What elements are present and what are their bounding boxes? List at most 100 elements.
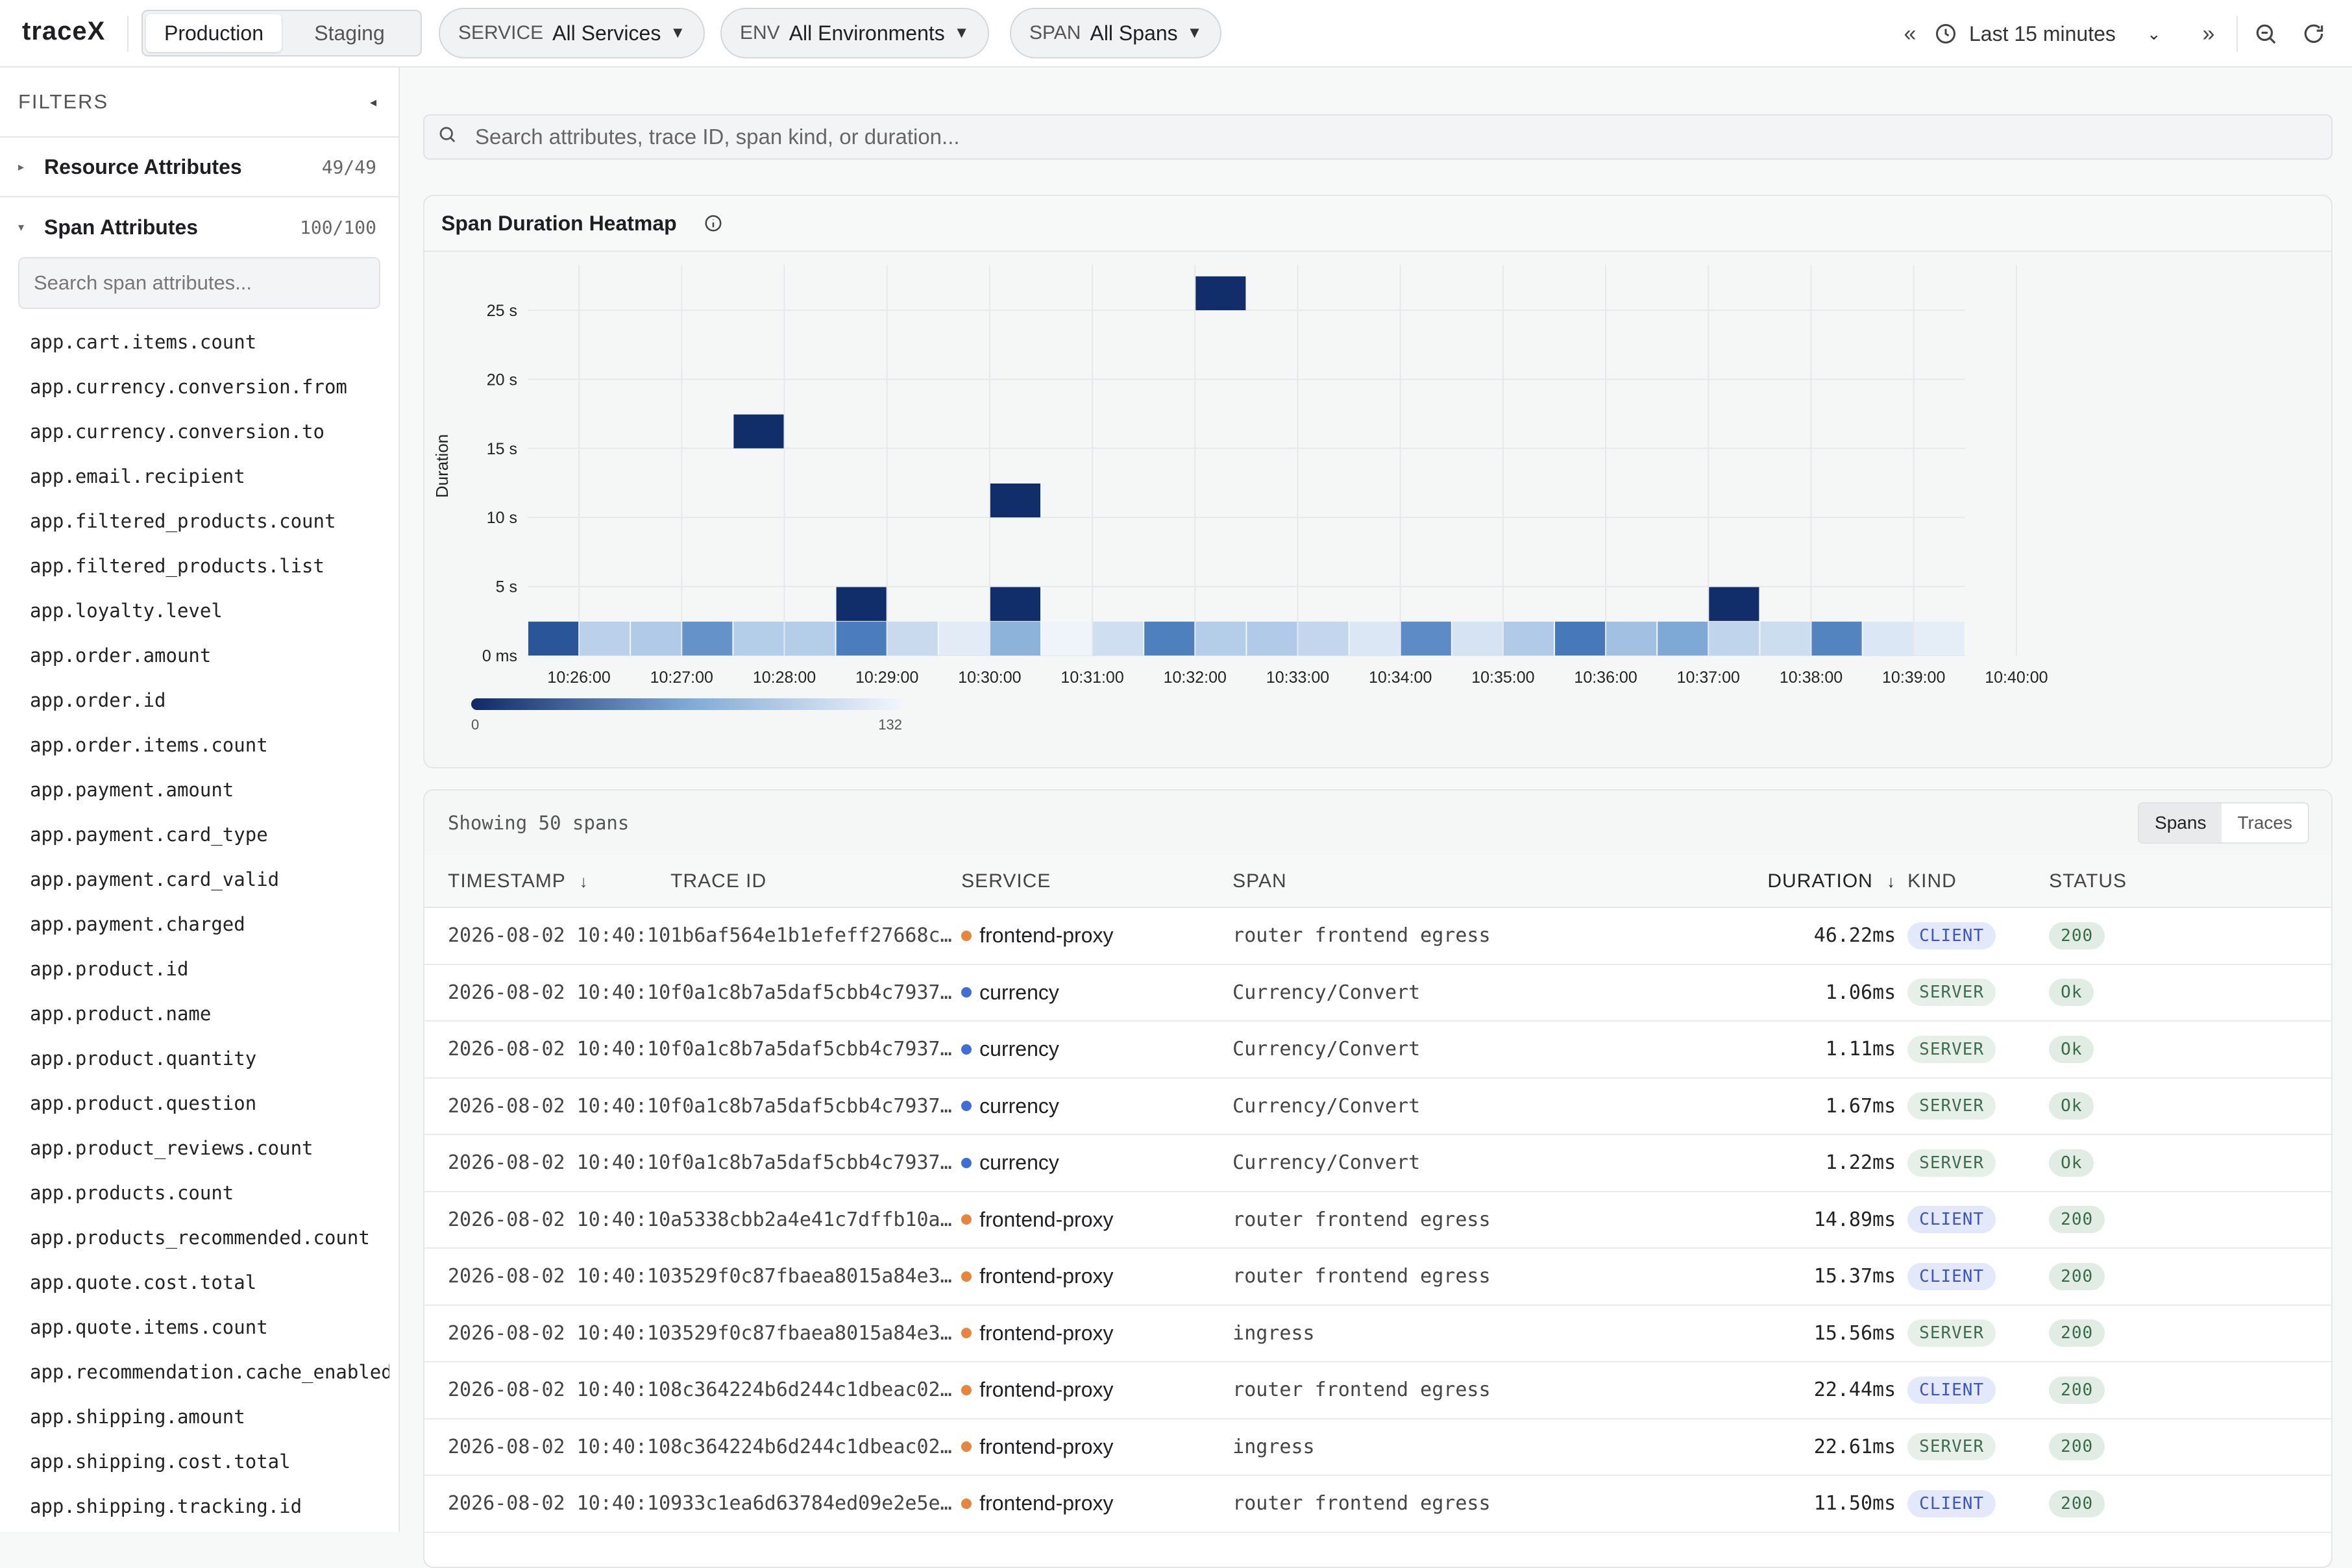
refresh-icon[interactable] [2291,16,2336,52]
heatmap-cell[interactable] [836,587,887,621]
view-traces-button[interactable]: Traces [2222,803,2308,842]
col-duration[interactable]: DURATION ↓ [1726,855,1908,908]
cell-trace-id[interactable]: 3529f0c87fbaea8015a84e3… [670,1248,962,1306]
heatmap-cell[interactable] [1298,621,1349,655]
span-attribute-item[interactable]: app.currency.conversion.from [30,375,347,398]
heatmap-cell[interactable] [1349,621,1400,655]
heatmap-cell[interactable] [733,414,784,448]
span-attribute-item[interactable]: app.payment.charged [30,913,245,935]
heatmap-cell[interactable] [938,621,989,655]
heatmap-cell[interactable] [1144,621,1195,655]
service-filter-dropdown[interactable]: SERVICE All Services ▼ [439,8,705,58]
span-attribute-item[interactable]: app.product.id [30,957,189,980]
col-service[interactable]: SERVICE [961,855,1233,908]
table-row[interactable]: 2026-08-02 10:40:10 933c1ea6d63784ed09e2e… [424,1475,2331,1533]
table-row[interactable]: 2026-08-02 10:40:10 f0a1c8b7a5daf5cbb4c79… [424,964,2331,1022]
span-attribute-item[interactable]: app.loyalty.level [30,599,223,622]
span-attribute-item[interactable]: app.shipping.tracking.id [30,1495,302,1517]
heatmap-cell[interactable] [990,587,1040,621]
heatmap-cell[interactable] [1760,621,1811,655]
span-attribute-item[interactable]: app.quote.cost.total [30,1271,257,1293]
zoom-out-icon[interactable] [2243,16,2288,52]
heatmap-cell[interactable] [682,621,733,655]
cell-trace-id[interactable]: f0a1c8b7a5daf5cbb4c7937… [670,964,962,1022]
col-trace-id[interactable]: TRACE ID [670,855,962,908]
span-attribute-item[interactable]: app.currency.conversion.to [30,420,325,443]
cell-trace-id[interactable]: a5338cbb2a4e41c7dffb10a… [670,1191,962,1249]
cell-trace-id[interactable]: f0a1c8b7a5daf5cbb4c7937… [670,1021,962,1079]
env-option-staging[interactable]: Staging [314,21,385,45]
col-status[interactable]: STATUS [2049,855,2331,908]
heatmap-cell[interactable] [1452,621,1502,655]
heatmap-cell[interactable] [1093,621,1144,655]
cell-trace-id[interactable]: f0a1c8b7a5daf5cbb4c7937… [670,1077,962,1135]
table-row[interactable]: 2026-08-02 10:40:10 f0a1c8b7a5daf5cbb4c79… [424,1021,2331,1079]
table-row[interactable]: 2026-08-02 10:40:10 3529f0c87fbaea8015a84… [424,1305,2331,1362]
cell-trace-id[interactable]: f0a1c8b7a5daf5cbb4c7937… [670,1134,962,1192]
cell-trace-id[interactable]: 3529f0c87fbaea8015a84e3… [670,1305,962,1362]
span-attribute-item[interactable]: app.cart.items.count [30,330,257,353]
heatmap-cell[interactable] [1811,621,1862,655]
table-row[interactable]: 2026-08-02 10:40:10 8c364224b6d244c1dbeac… [424,1362,2331,1419]
span-attribute-item[interactable]: app.products_recommended.count [30,1226,370,1249]
table-row[interactable]: 2026-08-02 10:40:10 3529f0c87fbaea8015a84… [424,1248,2331,1306]
heatmap-cell[interactable] [528,621,579,655]
collapse-sidebar-icon[interactable]: ◂ [369,95,376,110]
cell-trace-id[interactable]: 8c364224b6d244c1dbeac02… [670,1418,962,1476]
span-attribute-item[interactable]: app.products.count [30,1181,234,1204]
main-search-input[interactable]: Search attributes, trace ID, span kind, … [423,114,2333,160]
table-row[interactable]: 2026-08-02 10:40:10 f0a1c8b7a5daf5cbb4c79… [424,1134,2331,1192]
col-span[interactable]: SPAN [1232,855,1726,908]
col-timestamp[interactable]: TIMESTAMP ↓ [424,855,671,908]
heatmap-cell[interactable] [1042,621,1092,655]
heatmap-cell[interactable] [887,621,938,655]
heatmap-cell[interactable] [631,621,681,655]
span-attribute-item[interactable]: app.email.recipient [30,465,245,487]
info-icon[interactable] [695,208,731,238]
heatmap-cell[interactable] [580,621,630,655]
span-attribute-item[interactable]: app.filtered_products.count [30,509,336,532]
span-attribute-item[interactable]: app.payment.amount [30,778,234,801]
span-attribute-item[interactable]: app.order.id [30,689,166,711]
span-attribute-item[interactable]: app.product.question [30,1092,257,1114]
heatmap-cell[interactable] [1247,621,1297,655]
cell-trace-id[interactable]: 8c364224b6d244c1dbeac02… [670,1362,962,1419]
col-kind[interactable]: KIND [1907,855,2050,908]
cell-trace-id[interactable]: 1b6af564e1b1efeff27668c… [670,907,962,965]
heatmap-cell[interactable] [1709,587,1759,621]
span-attribute-item[interactable]: app.quote.items.count [30,1316,268,1338]
span-attribute-item[interactable]: app.shipping.cost.total [30,1450,291,1473]
span-attribute-search-input[interactable]: Search span attributes... [18,257,380,309]
table-row[interactable]: 2026-08-02 10:40:10 1b6af564e1b1efeff2766… [424,907,2331,965]
span-attribute-item[interactable]: app.product_reviews.count [30,1136,313,1159]
span-attribute-item[interactable]: app.product.name [30,1002,212,1025]
env-filter-dropdown[interactable]: ENV All Environments ▼ [720,8,989,58]
span-attribute-item[interactable]: app.order.amount [30,644,212,667]
span-attribute-item[interactable]: app.order.items.count [30,733,268,756]
env-option-production[interactable]: Production [146,14,282,52]
cell-trace-id[interactable]: 933c1ea6d63784ed09e2e5e… [670,1475,962,1533]
heatmap-cell[interactable] [1195,621,1246,655]
span-attribute-item[interactable]: app.shipping.amount [30,1405,245,1428]
span-attribute-item[interactable]: app.filtered_products.list [30,554,325,577]
heatmap-cell[interactable] [785,621,835,655]
section-resource-attributes[interactable]: ▸ Resource Attributes 49/49 [0,138,398,197]
heatmap-cell[interactable] [1863,621,1913,655]
heatmap-cell[interactable] [1401,621,1451,655]
heatmap-cell[interactable] [990,621,1040,655]
heatmap-cell[interactable] [1555,621,1606,655]
heatmap-cell[interactable] [836,621,887,655]
chevrons-right-icon[interactable]: » [2202,21,2215,46]
heatmap-cell[interactable] [1195,276,1246,310]
table-row[interactable]: 2026-08-02 10:40:10 a5338cbb2a4e41c7dffb1… [424,1191,2331,1249]
section-span-attributes[interactable]: ▾ Span Attributes 100/100 [0,197,398,257]
time-range-dropdown[interactable]: Last 15 minutes ⌄ [1934,13,2161,55]
span-attribute-item[interactable]: app.recommendation.cache_enabled [30,1360,389,1383]
span-attribute-item[interactable]: app.product.quantity [30,1047,257,1070]
heatmap-cell[interactable] [1503,621,1554,655]
span-attribute-item[interactable]: app.payment.card_type [30,823,268,846]
heatmap-cell[interactable] [1658,621,1708,655]
view-spans-button[interactable]: Spans [2139,803,2222,842]
heatmap-cell[interactable] [990,484,1040,518]
chevrons-left-icon[interactable]: « [1904,21,1917,46]
